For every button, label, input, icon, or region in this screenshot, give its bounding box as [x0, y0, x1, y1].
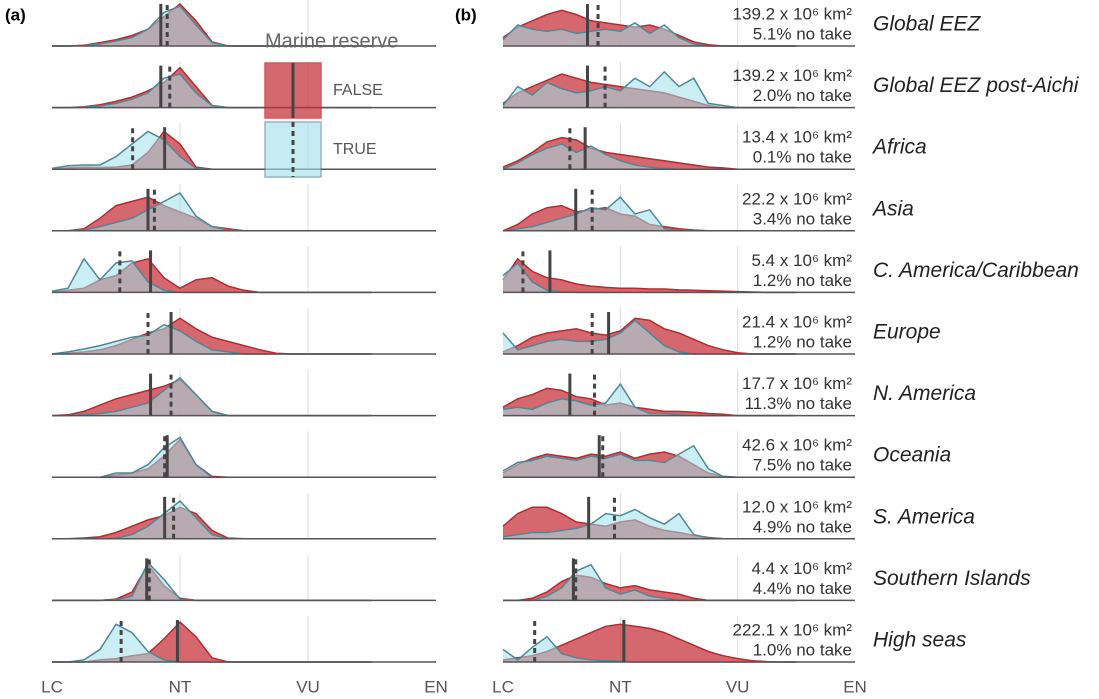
density-area [503, 624, 797, 662]
region-name: Global EEZ [873, 13, 982, 36]
area-label: 42.6 x 10⁶ km² [742, 436, 852, 455]
density-area [52, 67, 372, 108]
density-area [52, 437, 372, 478]
panel-label: (b) [455, 5, 477, 24]
no-take-label: 11.3% no take [745, 394, 852, 413]
density-area [503, 509, 797, 539]
area-label: 13.4 x 10⁶ km² [742, 128, 852, 147]
no-take-label: 1.0% no take [753, 640, 852, 659]
x-tick-label: VU [726, 677, 750, 696]
region-name: C. America/Caribbean [873, 259, 1079, 282]
density-area [52, 131, 372, 170]
x-tick-label: EN [424, 677, 448, 696]
density-area [52, 193, 372, 231]
region-name: Africa [871, 136, 927, 159]
x-tick-label: NT [169, 677, 192, 696]
density-area [52, 74, 372, 108]
no-take-label: 3.4% no take [753, 209, 852, 228]
density-area [503, 636, 797, 662]
x-tick-label: EN [843, 677, 867, 696]
area-label: 12.0 x 10⁶ km² [742, 497, 852, 516]
panel-label: (a) [5, 5, 26, 24]
region-name: Oceania [873, 444, 951, 467]
density-area [52, 562, 372, 601]
density-area [503, 71, 797, 108]
region-name: Southern Islands [873, 567, 1031, 590]
region-name: S. America [873, 505, 975, 528]
x-tick-label: NT [609, 677, 632, 696]
region-name: High seas [873, 629, 967, 652]
area-label: 17.7 x 10⁶ km² [742, 374, 852, 393]
region-name: Europe [873, 321, 941, 344]
region-name: Global EEZ post-Aichi [873, 74, 1080, 97]
density-area [503, 144, 797, 170]
density-area [52, 258, 372, 293]
density-area [503, 445, 797, 478]
area-label: 139.2 x 10⁶ km² [733, 66, 853, 85]
x-tick-label: VU [296, 677, 320, 696]
no-take-label: 7.5% no take [753, 456, 852, 475]
density-line [51, 130, 372, 170]
x-tick-label: LC [492, 677, 514, 696]
density-area [52, 564, 372, 601]
density-line [52, 438, 372, 478]
no-take-label: 2.0% no take [753, 86, 852, 105]
no-take-label: 1.2% no take [753, 271, 852, 290]
density-area [503, 564, 797, 601]
region-name: Asia [871, 197, 914, 220]
density-line [52, 561, 372, 602]
density-line [52, 73, 372, 109]
density-area [503, 320, 797, 354]
density-area [52, 439, 372, 478]
legend-label: FALSE [333, 82, 383, 99]
density-area [503, 263, 797, 293]
no-take-label: 4.9% no take [753, 517, 852, 536]
no-take-label: 5.1% no take [753, 24, 852, 43]
x-tick-label: LC [41, 677, 63, 696]
no-take-label: 4.4% no take [753, 579, 852, 598]
no-take-label: 0.1% no take [753, 148, 852, 167]
legend-label: TRUE [333, 141, 377, 158]
legend-title: Marine reserve [265, 30, 398, 52]
area-label: 4.4 x 10⁶ km² [751, 559, 852, 578]
density-area [52, 131, 372, 170]
area-label: 139.2 x 10⁶ km² [733, 4, 853, 23]
density-line [52, 436, 372, 478]
region-name: N. America [873, 382, 976, 405]
density-area [52, 507, 372, 539]
density-line [51, 130, 372, 170]
no-take-label: 1.2% no take [753, 332, 852, 351]
area-label: 22.2 x 10⁶ km² [742, 189, 852, 208]
density-line [52, 66, 372, 109]
density-area [503, 384, 797, 416]
density-area [52, 379, 372, 416]
density-area [503, 22, 797, 46]
area-label: 222.1 x 10⁶ km² [733, 620, 853, 639]
density-area [52, 324, 372, 354]
area-label: 5.4 x 10⁶ km² [751, 251, 852, 270]
density-area [52, 624, 372, 662]
density-line [52, 563, 372, 602]
area-label: 21.4 x 10⁶ km² [742, 312, 852, 331]
